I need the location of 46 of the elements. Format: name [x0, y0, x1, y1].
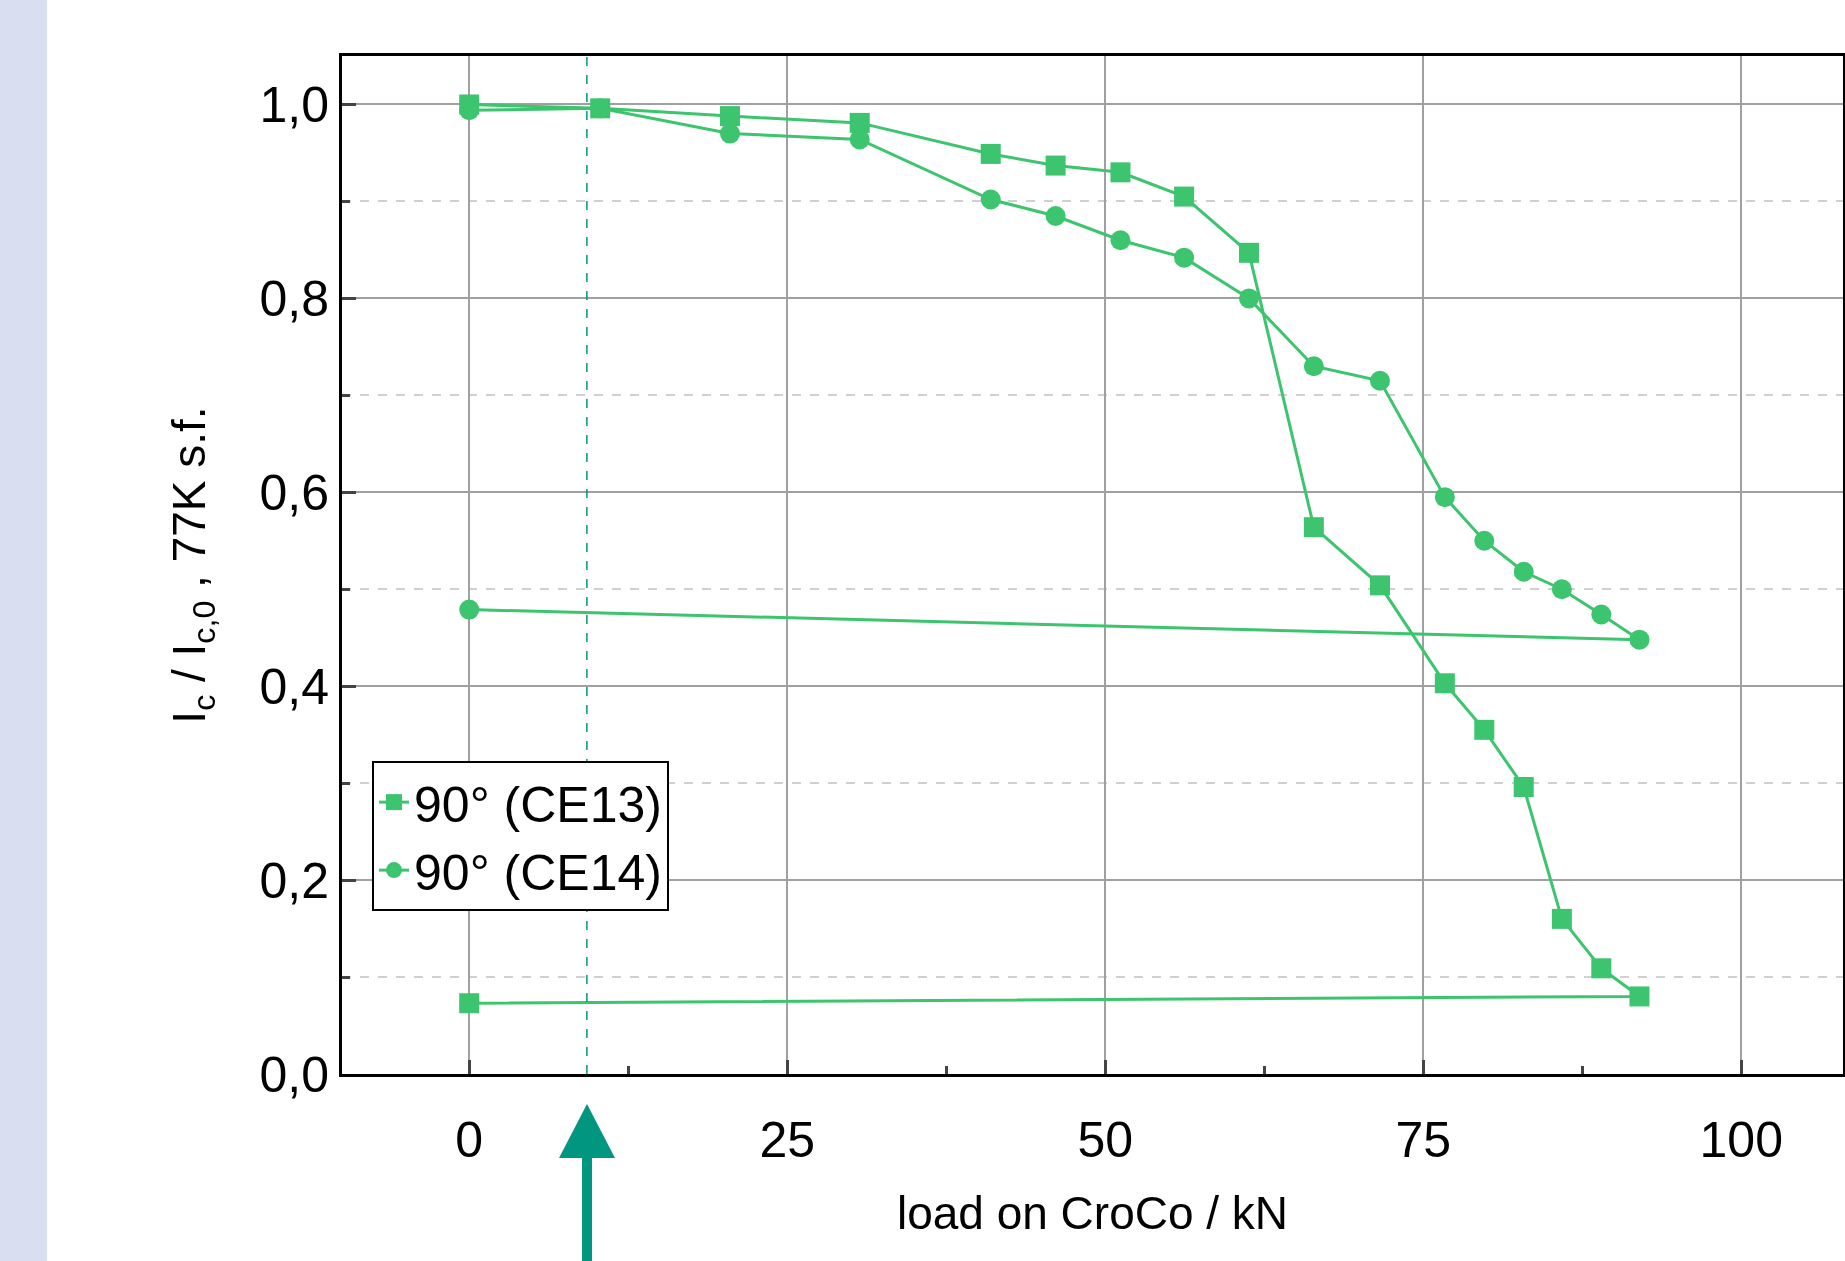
point [980, 143, 1001, 164]
point [459, 599, 480, 620]
point [1434, 487, 1455, 508]
point [1238, 242, 1259, 263]
x-axis-title: load on CroCo / kN [896, 1186, 1289, 1239]
point [1110, 230, 1131, 251]
y-tick-label: 0,6 [259, 464, 329, 521]
point [980, 189, 1001, 210]
x-tick-label: 0 [455, 1112, 484, 1168]
point [1369, 370, 1390, 391]
legend-label: 90° (CE14) [414, 844, 662, 901]
point [1591, 958, 1612, 979]
legend-label: 90° (CE13) [414, 776, 662, 833]
point [1174, 186, 1195, 207]
point [1174, 247, 1195, 268]
point [1238, 288, 1259, 309]
point [1045, 205, 1066, 226]
point [1303, 517, 1324, 538]
y-tick-label: 0,8 [259, 270, 329, 327]
point [1369, 575, 1390, 596]
point [1629, 986, 1650, 1007]
point [1629, 629, 1650, 650]
point [1551, 908, 1572, 929]
point [1591, 604, 1612, 625]
point [1434, 673, 1455, 694]
point [1303, 356, 1324, 377]
y-tick-label: 0,0 [259, 1046, 329, 1103]
point [849, 112, 870, 133]
point [849, 129, 870, 150]
point [719, 106, 740, 127]
x-tick-label: 100 [1699, 1112, 1783, 1168]
point [1474, 719, 1495, 740]
y-tick-label: 0,2 [259, 852, 329, 909]
point [1110, 162, 1131, 183]
point [1045, 155, 1066, 176]
point [1474, 530, 1495, 551]
point [1551, 579, 1572, 600]
point [719, 123, 740, 144]
y-tick-label: 1,0 [259, 76, 329, 133]
y-tick-label: 0,4 [259, 658, 329, 715]
x-tick-label: 75 [1395, 1112, 1452, 1168]
point [459, 993, 480, 1014]
point [1513, 777, 1534, 798]
x-tick-label: 25 [759, 1112, 816, 1168]
point [1513, 561, 1534, 582]
x-tick-label: 50 [1077, 1112, 1134, 1168]
